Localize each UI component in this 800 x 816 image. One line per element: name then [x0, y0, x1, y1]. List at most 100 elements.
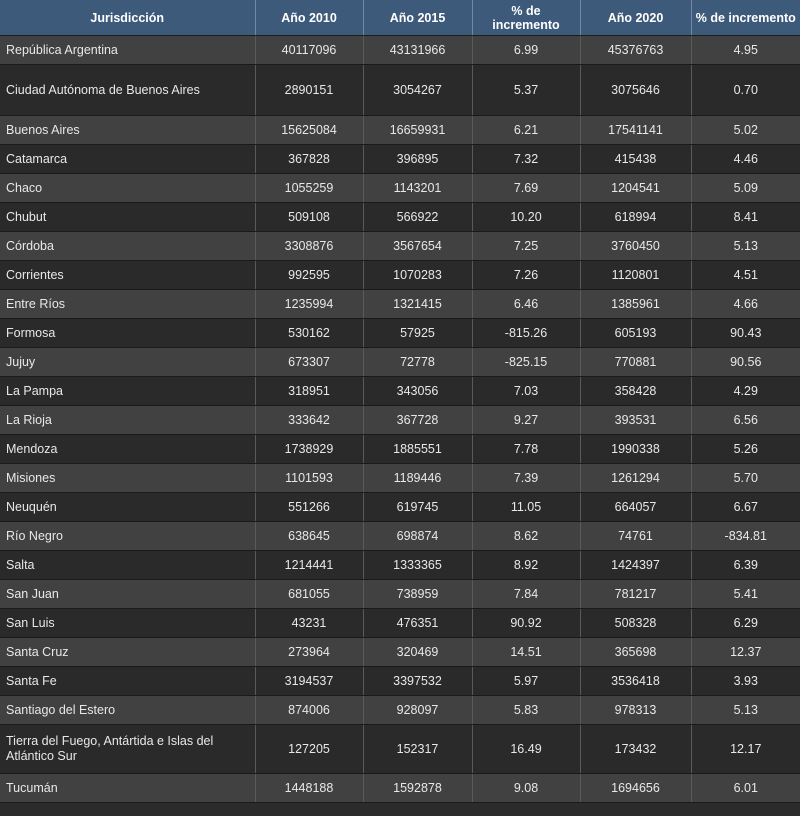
- ano-2020-cell: 3536418: [580, 666, 692, 696]
- jurisdiccion-cell: San Luis: [0, 608, 256, 638]
- table-row: Santa Fe 3194537 3397532 5.97 3536418 3.93: [0, 666, 800, 696]
- incremento-2015-cell: 6.21: [472, 115, 581, 145]
- ano-2020-cell: 618994: [580, 202, 692, 232]
- table-row: La Rioja 333642 367728 9.27 393531 6.56: [0, 405, 800, 435]
- jurisdiccion-cell: Catamarca: [0, 144, 256, 174]
- jurisdiccion-cell: Córdoba: [0, 231, 256, 261]
- ano-2020-cell: 1120801: [580, 260, 692, 290]
- ano-2010-cell: 43231: [255, 608, 364, 638]
- ano-2020-cell: 393531: [580, 405, 692, 435]
- ano-2010-cell: 15625084: [255, 115, 364, 145]
- ano-2015-cell: 1143201: [363, 173, 473, 203]
- header-jurisdiccion[interactable]: Jurisdicción: [0, 0, 256, 36]
- ano-2015-cell: 1592878: [363, 773, 473, 803]
- jurisdiccion-cell: Ciudad Autónoma de Buenos Aires: [0, 64, 256, 116]
- ano-2010-cell: 530162: [255, 318, 364, 348]
- incremento-2020-cell: 5.09: [691, 173, 800, 203]
- ano-2010-cell: 509108: [255, 202, 364, 232]
- ano-2020-cell: 365698: [580, 637, 692, 667]
- incremento-2020-cell: 6.39: [691, 550, 800, 580]
- incremento-2020-cell: 90.56: [691, 347, 800, 377]
- incremento-2015-cell: 5.83: [472, 695, 581, 725]
- ano-2015-cell: 3397532: [363, 666, 473, 696]
- ano-2010-cell: 551266: [255, 492, 364, 522]
- ano-2020-cell: 3760450: [580, 231, 692, 261]
- incremento-2015-cell: 7.32: [472, 144, 581, 174]
- table-row: Chubut 509108 566922 10.20 618994 8.41: [0, 202, 800, 232]
- ano-2020-cell: 1694656: [580, 773, 692, 803]
- jurisdiccion-cell: Santa Fe: [0, 666, 256, 696]
- ano-2020-cell: 74761: [580, 521, 692, 551]
- incremento-2015-cell: 16.49: [472, 724, 581, 774]
- ano-2020-cell: 1261294: [580, 463, 692, 493]
- table-row: Misiones 1101593 1189446 7.39 1261294 5.70: [0, 463, 800, 493]
- jurisdiccion-cell: Salta: [0, 550, 256, 580]
- ano-2015-cell: 476351: [363, 608, 473, 638]
- ano-2010-cell: 638645: [255, 521, 364, 551]
- incremento-2015-cell: 14.51: [472, 637, 581, 667]
- jurisdiccion-cell: Chubut: [0, 202, 256, 232]
- ano-2015-cell: 16659931: [363, 115, 473, 145]
- jurisdiccion-cell: Río Negro: [0, 521, 256, 551]
- header-incremento-2015[interactable]: % de incremento: [472, 0, 581, 36]
- ano-2020-cell: 45376763: [580, 35, 692, 65]
- ano-2015-cell: 3054267: [363, 64, 473, 116]
- header-ano-2015[interactable]: Año 2015: [363, 0, 473, 36]
- ano-2015-cell: 619745: [363, 492, 473, 522]
- incremento-2015-cell: 8.62: [472, 521, 581, 551]
- ano-2010-cell: 40117096: [255, 35, 364, 65]
- ano-2015-cell: 320469: [363, 637, 473, 667]
- incremento-2020-cell: 12.37: [691, 637, 800, 667]
- incremento-2020-cell: 90.43: [691, 318, 800, 348]
- incremento-2020-cell: 4.51: [691, 260, 800, 290]
- table-row: Ciudad Autónoma de Buenos Aires 2890151 30…: [0, 64, 800, 116]
- ano-2015-cell: 396895: [363, 144, 473, 174]
- ano-2020-cell: 358428: [580, 376, 692, 406]
- table-row: Neuquén 551266 619745 11.05 664057 6.67: [0, 492, 800, 522]
- incremento-2015-cell: 5.97: [472, 666, 581, 696]
- jurisdiccion-cell: Jujuy: [0, 347, 256, 377]
- table-row: Tucumán 1448188 1592878 9.08 1694656 6.01: [0, 773, 800, 803]
- jurisdiccion-cell: La Pampa: [0, 376, 256, 406]
- ano-2015-cell: 3567654: [363, 231, 473, 261]
- incremento-2015-cell: 6.46: [472, 289, 581, 319]
- incremento-2020-cell: 4.95: [691, 35, 800, 65]
- incremento-2015-cell: 8.92: [472, 550, 581, 580]
- jurisdiccion-cell: República Argentina: [0, 35, 256, 65]
- incremento-2020-cell: 8.41: [691, 202, 800, 232]
- table-row: Córdoba 3308876 3567654 7.25 3760450 5.13: [0, 231, 800, 261]
- ano-2015-cell: 1070283: [363, 260, 473, 290]
- incremento-2015-cell: 7.84: [472, 579, 581, 609]
- ano-2020-cell: 664057: [580, 492, 692, 522]
- incremento-2015-cell: -825.15: [472, 347, 581, 377]
- incremento-2015-cell: 11.05: [472, 492, 581, 522]
- incremento-2020-cell: 6.01: [691, 773, 800, 803]
- header-ano-2010[interactable]: Año 2010: [255, 0, 364, 36]
- incremento-2015-cell: 7.39: [472, 463, 581, 493]
- ano-2010-cell: 1235994: [255, 289, 364, 319]
- ano-2015-cell: 1885551: [363, 434, 473, 464]
- incremento-2020-cell: 12.17: [691, 724, 800, 774]
- ano-2015-cell: 152317: [363, 724, 473, 774]
- header-ano-2020[interactable]: Año 2020: [580, 0, 692, 36]
- table-row: Mendoza 1738929 1885551 7.78 1990338 5.26: [0, 434, 800, 464]
- table-row: Entre Ríos 1235994 1321415 6.46 1385961 4.66: [0, 289, 800, 319]
- jurisdiccion-cell: Formosa: [0, 318, 256, 348]
- incremento-2020-cell: 5.02: [691, 115, 800, 145]
- ano-2020-cell: 173432: [580, 724, 692, 774]
- header-incremento-2020[interactable]: % de incremento: [691, 0, 800, 36]
- table-row: Buenos Aires 15625084 16659931 6.21 17541141…: [0, 115, 800, 145]
- table-row: Santiago del Estero 874006 928097 5.83 97831…: [0, 695, 800, 725]
- ano-2010-cell: 3308876: [255, 231, 364, 261]
- table-row: Chaco 1055259 1143201 7.69 1204541 5.09: [0, 173, 800, 203]
- incremento-2020-cell: 3.93: [691, 666, 800, 696]
- ano-2020-cell: 1990338: [580, 434, 692, 464]
- ano-2010-cell: 1448188: [255, 773, 364, 803]
- incremento-2015-cell: 7.26: [472, 260, 581, 290]
- ano-2010-cell: 1738929: [255, 434, 364, 464]
- ano-2020-cell: 17541141: [580, 115, 692, 145]
- ano-2015-cell: 1321415: [363, 289, 473, 319]
- table-row: Santa Cruz 273964 320469 14.51 365698 12.37: [0, 637, 800, 667]
- ano-2015-cell: 57925: [363, 318, 473, 348]
